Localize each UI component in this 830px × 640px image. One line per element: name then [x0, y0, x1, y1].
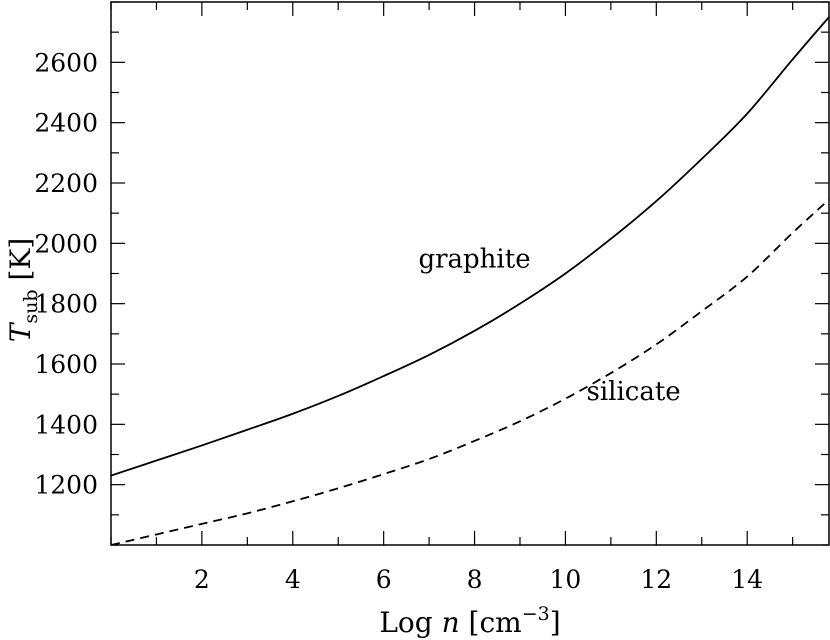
- series-lines: [111, 16, 829, 545]
- x-axis-title-var: n: [442, 606, 460, 639]
- y-tick-label: 2000: [34, 229, 98, 258]
- y-tick-label: 2600: [34, 48, 98, 77]
- y-tick-label: 2400: [34, 109, 98, 138]
- x-tick-label: 14: [731, 565, 763, 594]
- x-axis-title: Log n [cm−3]: [379, 603, 560, 639]
- x-axis-tick-labels: 2 4 6 8 10 12 14: [194, 565, 763, 594]
- x-axis-title-prefix: Log: [379, 606, 441, 639]
- silicate-annotation: silicate: [587, 377, 681, 407]
- x-tick-label: 8: [467, 565, 483, 594]
- graphite-annotation: graphite: [418, 244, 530, 274]
- x-axis-title-exponent: −3: [522, 603, 550, 625]
- axis-ticks: [110, 1, 829, 546]
- graphite-line: [111, 16, 829, 477]
- annotations: graphite silicate: [418, 244, 680, 407]
- x-axis-title-close: ]: [550, 606, 561, 639]
- y-axis-title: Tsub [K]: [4, 238, 42, 343]
- x-axis-title-unit: [cm: [460, 606, 522, 639]
- y-tick-label: 1800: [34, 290, 98, 319]
- silicate-line: [111, 198, 829, 545]
- x-tick-label: 10: [550, 565, 582, 594]
- y-tick-label: 2200: [34, 169, 98, 198]
- y-axis-tick-labels: 1200 1400 1600 1800 2000 2200 2400 2600: [34, 48, 98, 499]
- x-tick-label: 12: [640, 565, 672, 594]
- y-tick-label: 1600: [34, 350, 98, 379]
- y-axis-title-unit: [K]: [4, 238, 37, 290]
- y-axis-title-var: T: [4, 321, 37, 342]
- y-axis-title-sub: sub: [20, 289, 42, 323]
- x-tick-label: 4: [285, 565, 301, 594]
- y-tick-label: 1200: [34, 471, 98, 500]
- x-tick-label: 2: [194, 565, 210, 594]
- y-tick-label: 1400: [34, 410, 98, 439]
- x-tick-label: 6: [376, 565, 392, 594]
